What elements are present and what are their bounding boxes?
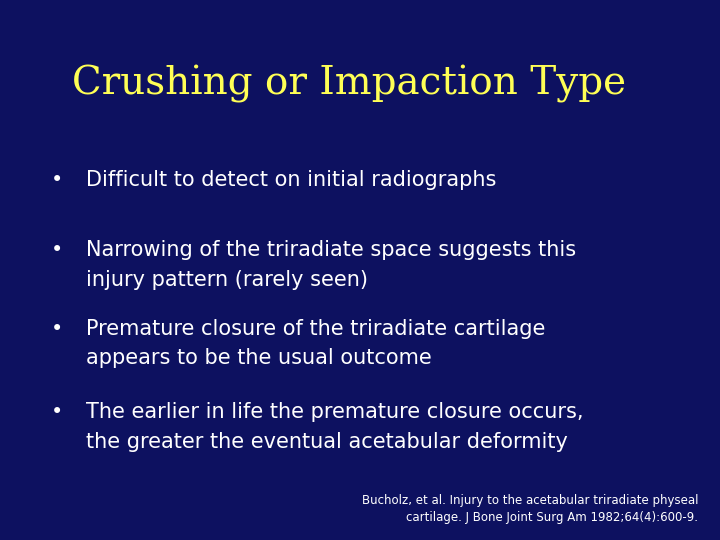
Text: The earlier in life the premature closure occurs,: The earlier in life the premature closur… [86, 402, 584, 422]
Text: Narrowing of the triradiate space suggests this: Narrowing of the triradiate space sugges… [86, 240, 577, 260]
Text: appears to be the usual outcome: appears to be the usual outcome [86, 348, 432, 368]
Text: Crushing or Impaction Type: Crushing or Impaction Type [72, 65, 626, 103]
Text: •: • [50, 402, 63, 422]
Text: injury pattern (rarely seen): injury pattern (rarely seen) [86, 270, 369, 290]
Text: •: • [50, 319, 63, 339]
Text: Difficult to detect on initial radiographs: Difficult to detect on initial radiograp… [86, 170, 497, 190]
Text: the greater the eventual acetabular deformity: the greater the eventual acetabular defo… [86, 432, 568, 452]
Text: Premature closure of the triradiate cartilage: Premature closure of the triradiate cart… [86, 319, 546, 339]
Text: Bucholz, et al. Injury to the acetabular triradiate physeal
cartilage. J Bone Jo: Bucholz, et al. Injury to the acetabular… [362, 494, 698, 524]
Text: •: • [50, 170, 63, 190]
Text: •: • [50, 240, 63, 260]
